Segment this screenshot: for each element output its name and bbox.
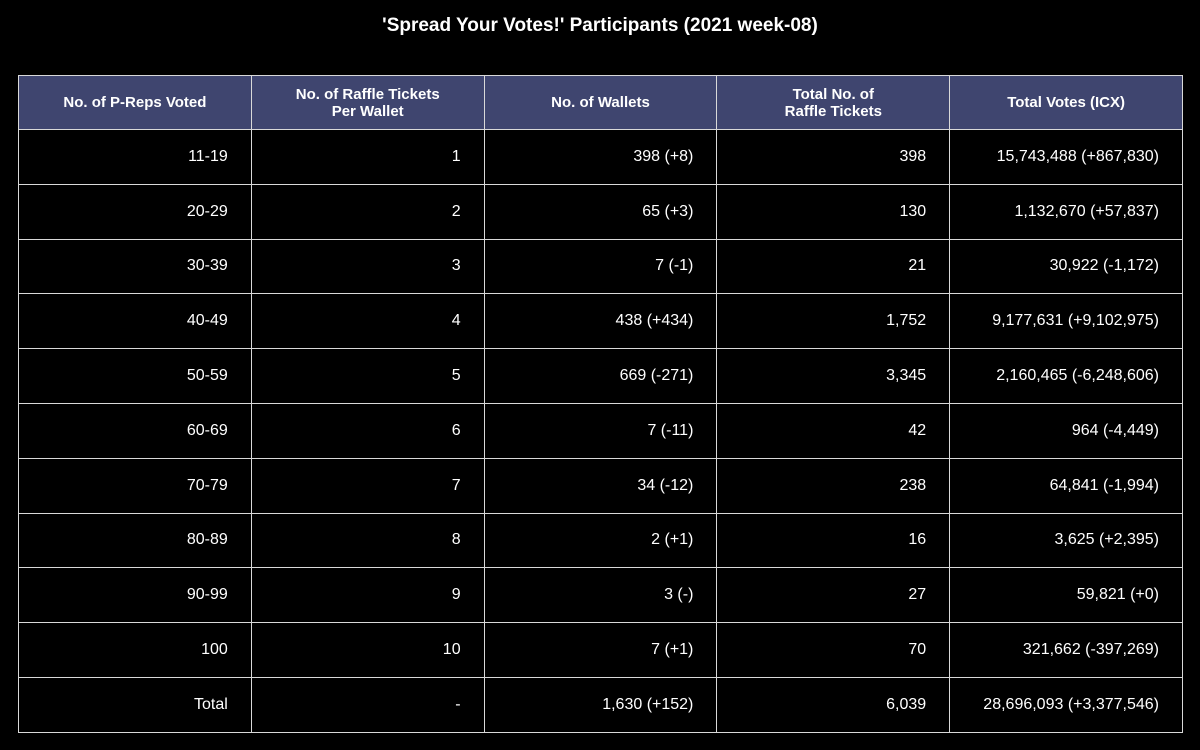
participants-table: No. of P-Reps Voted No. of Raffle Ticket…: [18, 75, 1183, 733]
table-cell: 6: [250, 402, 485, 459]
column-header: Total Votes (ICX): [949, 75, 1183, 130]
table-cell: 9,177,631 (+9,102,975): [949, 293, 1183, 350]
table-cell: 238: [716, 457, 951, 514]
table-cell: 42: [716, 402, 951, 459]
total-row: Total - 1,630 (+152) 6,039 28,696,093 (+…: [18, 676, 1183, 733]
column-header: No. of P-Reps Voted: [18, 75, 252, 130]
table-cell: 28,696,093 (+3,377,546): [949, 676, 1183, 733]
table-cell: 1,752: [716, 293, 951, 350]
table-cell: 9: [250, 567, 485, 624]
table-cell: 11-19: [18, 129, 252, 185]
table-cell: 1,630 (+152): [483, 676, 718, 733]
table-cell: 34 (-12): [483, 457, 718, 514]
table-cell: 15,743,488 (+867,830): [949, 129, 1183, 185]
table-cell: 16: [716, 512, 951, 569]
table-cell: 7 (-1): [483, 238, 718, 295]
table-cell: 90-99: [18, 567, 252, 624]
header-row: No. of P-Reps Voted No. of Raffle Ticket…: [18, 75, 1183, 130]
table-cell: 2 (+1): [483, 512, 718, 569]
table-cell: 60-69: [18, 402, 252, 459]
table-cell: 398: [716, 129, 951, 185]
table-cell: 70-79: [18, 457, 252, 514]
table-row: 50-59 5 669 (-271) 3,345 2,160,465 (-6,2…: [18, 348, 1183, 404]
table-cell: 3,345: [716, 348, 951, 404]
table-cell: 59,821 (+0): [949, 567, 1183, 624]
table-cell: 2: [250, 183, 485, 240]
table-cell: 964 (-4,449): [949, 402, 1183, 459]
table-row: 20-29 2 65 (+3) 130 1,132,670 (+57,837): [18, 183, 1183, 240]
table-row: 70-79 7 34 (-12) 238 64,841 (-1,994): [18, 457, 1183, 514]
table-cell: 2,160,465 (-6,248,606): [949, 348, 1183, 404]
table-cell: 70: [716, 622, 951, 678]
table-cell: 7 (-11): [483, 402, 718, 459]
column-header: Total No. of Raffle Tickets: [716, 75, 951, 130]
table-cell: 3,625 (+2,395): [949, 512, 1183, 569]
table-row: 80-89 8 2 (+1) 16 3,625 (+2,395): [18, 512, 1183, 569]
table-cell: 6,039: [716, 676, 951, 733]
table-cell: 7 (+1): [483, 622, 718, 678]
table-cell: 20-29: [18, 183, 252, 240]
table-row: 90-99 9 3 (-) 27 59,821 (+0): [18, 567, 1183, 624]
table-cell: 1,132,670 (+57,837): [949, 183, 1183, 240]
table-cell: 30-39: [18, 238, 252, 295]
table-cell: 130: [716, 183, 951, 240]
table-cell: 80-89: [18, 512, 252, 569]
table-cell: 5: [250, 348, 485, 404]
chart-title: 'Spread Your Votes!' Participants (2021 …: [382, 15, 818, 36]
table-cell: 40-49: [18, 293, 252, 350]
table-cell: 10: [250, 622, 485, 678]
table-row: 11-19 1 398 (+8) 398 15,743,488 (+867,83…: [18, 129, 1183, 185]
table-cell: 50-59: [18, 348, 252, 404]
table-cell: 398 (+8): [483, 129, 718, 185]
table-cell: 1: [250, 129, 485, 185]
table-cell: 438 (+434): [483, 293, 718, 350]
table-cell: 3: [250, 238, 485, 295]
table-cell: 321,662 (-397,269): [949, 622, 1183, 678]
table-row: 30-39 3 7 (-1) 21 30,922 (-1,172): [18, 238, 1183, 295]
table-cell: 7: [250, 457, 485, 514]
column-header: No. of Wallets: [483, 75, 718, 130]
table-cell: 4: [250, 293, 485, 350]
table-cell: 21: [716, 238, 951, 295]
table-cell: Total: [18, 676, 252, 733]
column-header: No. of Raffle Tickets Per Wallet: [250, 75, 485, 130]
table-row: 100 10 7 (+1) 70 321,662 (-397,269): [18, 622, 1183, 678]
table-row: 40-49 4 438 (+434) 1,752 9,177,631 (+9,1…: [18, 293, 1183, 350]
table-cell: -: [250, 676, 485, 733]
table-cell: 27: [716, 567, 951, 624]
table-cell: 669 (-271): [483, 348, 718, 404]
table-cell: 3 (-): [483, 567, 718, 624]
table-cell: 30,922 (-1,172): [949, 238, 1183, 295]
table-row: 60-69 6 7 (-11) 42 964 (-4,449): [18, 402, 1183, 459]
table-cell: 8: [250, 512, 485, 569]
table-cell: 65 (+3): [483, 183, 718, 240]
table-cell: 100: [18, 622, 252, 678]
table-cell: 64,841 (-1,994): [949, 457, 1183, 514]
